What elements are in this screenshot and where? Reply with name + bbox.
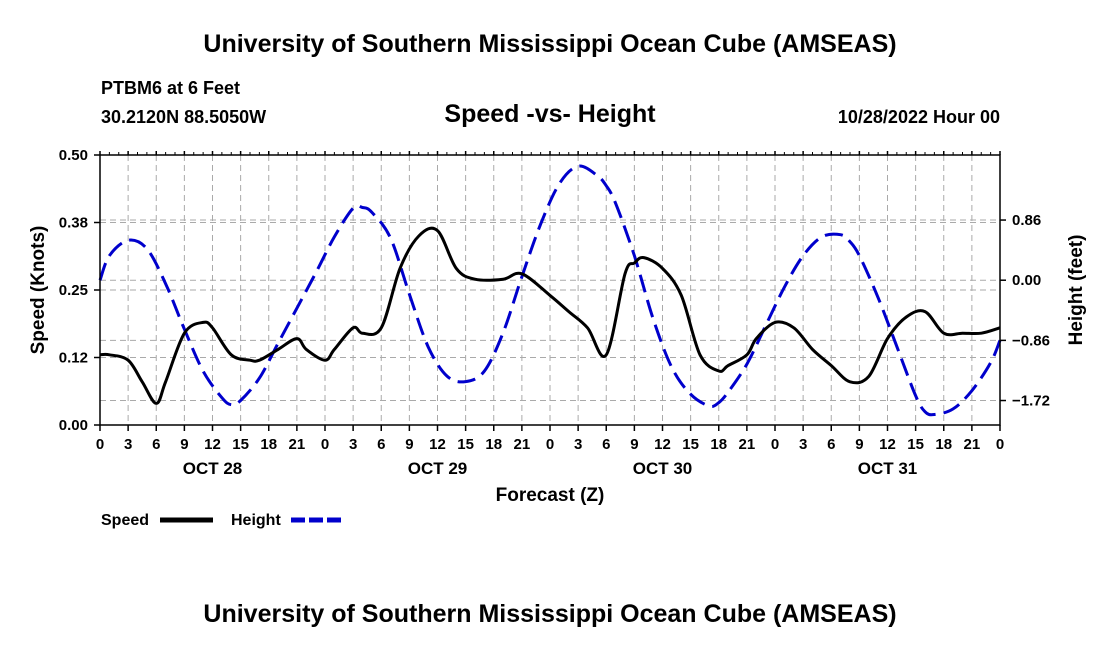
y2-axis-label: Height (feet) [1066, 235, 1087, 346]
x-tick-label: 15 [907, 436, 924, 453]
x-tick-label: 15 [232, 436, 249, 453]
x-tick-label: 12 [654, 436, 671, 453]
x-tick-label: 0 [96, 436, 104, 453]
x-tick-label: 3 [124, 436, 132, 453]
y-axis-label: Speed (Knots) [28, 226, 49, 355]
grid [100, 155, 1000, 425]
station-label: PTBM6 at 6 Feet [101, 78, 241, 98]
x-tick-label: 18 [485, 436, 502, 453]
x-tick-label: 6 [602, 436, 610, 453]
day-label: OCT 31 [858, 459, 918, 478]
legend: Speed Height [101, 512, 343, 529]
y-tick-label: 0.38 [59, 215, 88, 232]
x-tick-label: 3 [349, 436, 357, 453]
x-tick-label: 6 [152, 436, 160, 453]
x-tick-label: 18 [710, 436, 727, 453]
x-tick-label: 6 [377, 436, 385, 453]
x-tick-label: 21 [739, 436, 756, 453]
x-axis-label: Forecast (Z) [496, 485, 605, 506]
day-label: OCT 29 [408, 459, 468, 478]
x-tick-label: 12 [429, 436, 446, 453]
x-tick-label: 18 [260, 436, 277, 453]
y-tick-label: 0.50 [59, 147, 88, 164]
x-tick-label: 21 [289, 436, 306, 453]
day-label: OCT 28 [183, 459, 243, 478]
x-tick-label: 18 [935, 436, 952, 453]
footer-title: University of Southern Mississippi Ocean… [203, 600, 897, 628]
x-tick-label: 3 [799, 436, 807, 453]
x-tick-label: 9 [180, 436, 188, 453]
y-tick-label: 0.12 [59, 350, 88, 367]
x-tick-label: 21 [964, 436, 981, 453]
chart-title: Speed -vs- Height [444, 100, 656, 128]
x-tick-label: 0 [996, 436, 1004, 453]
y2-tick-label: 0.86 [1012, 212, 1041, 229]
height-series-line [98, 164, 1002, 417]
coordinates-label: 30.2120N 88.5050W [101, 107, 267, 127]
x-tick-label: 9 [855, 436, 863, 453]
x-tick-label: 12 [204, 436, 221, 453]
x-tick-label: 0 [321, 436, 329, 453]
y-tick-label: 0.25 [59, 282, 88, 299]
x-tick-label: 21 [514, 436, 531, 453]
x-tick-label: 6 [827, 436, 835, 453]
x-tick-label: 15 [682, 436, 699, 453]
axes: 0 3 6 9 12 15 18 21 0 3 6 9 12 15 18 21 0 3 6 9 12 15 18 21 0 3 6 9… [59, 147, 1050, 478]
y2-tick-label: −1.72 [1012, 393, 1050, 410]
day-label: OCT 30 [633, 459, 693, 478]
y2-tick-label: −0.86 [1012, 332, 1050, 349]
legend-height-label: Height [231, 512, 281, 529]
x-tick-label: 9 [630, 436, 638, 453]
y2-tick-label: 0.00 [1012, 272, 1041, 289]
main-title: University of Southern Mississippi Ocean… [203, 30, 897, 58]
x-tick-label: 0 [546, 436, 554, 453]
x-tick-label: 0 [771, 436, 779, 453]
x-tick-label: 9 [405, 436, 413, 453]
legend-speed-label: Speed [101, 512, 149, 529]
y-tick-label: 0.00 [59, 417, 88, 434]
series [98, 164, 1002, 417]
timestamp-label: 10/28/2022 Hour 00 [837, 107, 1000, 127]
x-tick-label: 15 [457, 436, 474, 453]
x-tick-label: 12 [879, 436, 896, 453]
speed-series-line [99, 226, 1001, 405]
x-tick-label: 3 [574, 436, 582, 453]
